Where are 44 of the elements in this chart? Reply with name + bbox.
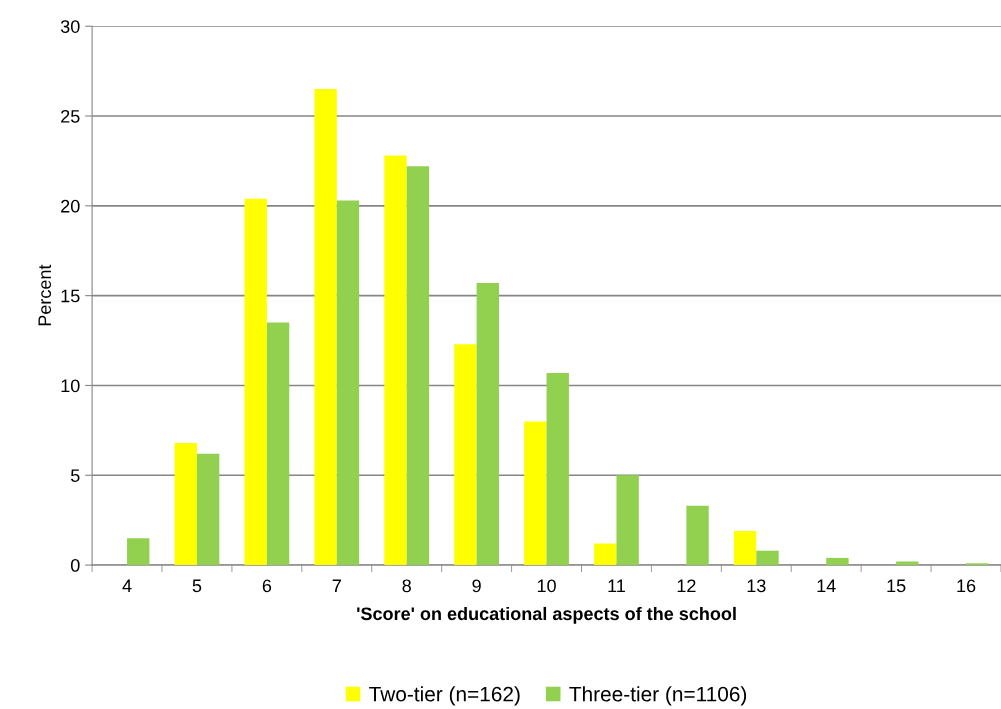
bar [336,200,360,566]
x-tick-label: 11 [608,579,625,593]
bar [314,89,337,566]
x-tick-label: 9 [472,579,481,593]
legend-label: Three-tier (n=1106) [569,686,747,706]
y-tick-label: 5 [70,469,80,482]
x-tick-label: 13 [747,579,766,593]
bar [524,421,547,566]
bar [174,442,197,566]
bar [244,198,267,566]
bar [266,322,290,566]
x-tick-label: 7 [332,579,341,593]
bar [594,543,617,566]
x-tick-label: 8 [402,579,411,593]
x-tick-label: 16 [957,579,976,593]
y-tick-label: 15 [61,289,80,303]
x-tick-label: 4 [122,579,132,593]
x-tick-label: 12 [677,579,696,593]
bar [127,538,150,566]
bar [686,505,709,566]
x-axis-title: 'Score' on educational aspects of the school [357,606,736,624]
legend-label: Two-tier (n=162) [369,686,520,706]
bar [196,453,220,566]
bar [616,475,639,566]
bar [826,557,849,566]
bar [756,550,779,566]
x-tick-label: 15 [887,579,906,593]
y-axis-title: Percent [38,264,52,326]
bar [476,283,499,566]
x-tick-label: 5 [192,579,202,593]
bar [733,530,757,566]
x-tick-label: 10 [537,579,556,593]
y-tick-label: 25 [61,109,80,123]
y-tick-label: 20 [61,199,80,213]
y-tick-label: 30 [60,20,80,33]
bar [454,344,477,566]
bar [546,372,569,566]
y-tick-label: 0 [70,559,80,572]
x-tick-label: 6 [262,579,272,593]
bar [896,561,919,566]
x-tick-label: 14 [817,579,836,593]
bar [384,155,407,566]
bar [406,166,430,566]
y-tick-label: 10 [61,379,80,393]
